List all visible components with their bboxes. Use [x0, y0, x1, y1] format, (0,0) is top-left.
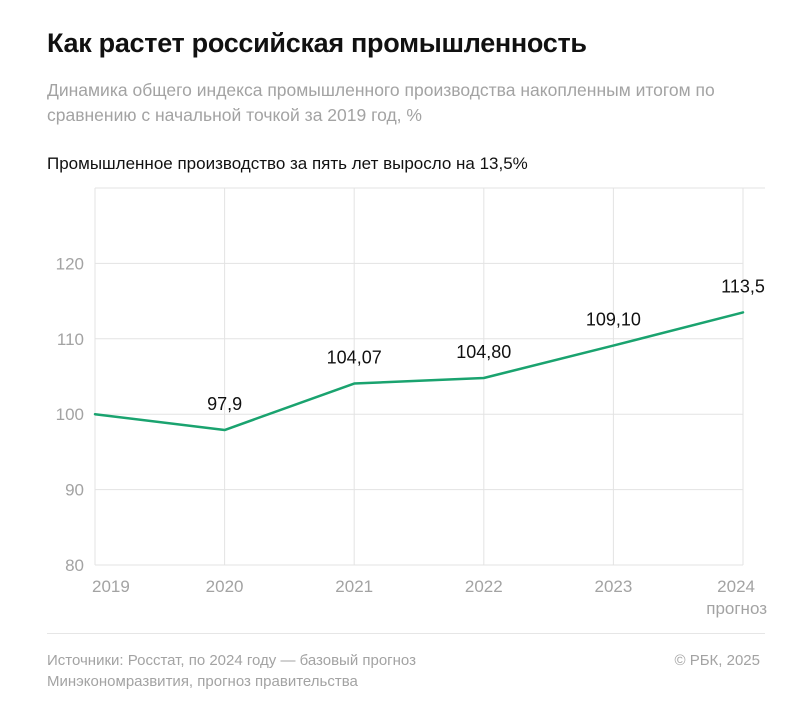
data-label: 104,80: [456, 342, 511, 362]
y-tick-label: 80: [65, 556, 84, 575]
x-tick-label: 2020: [206, 577, 244, 596]
source-line-1: Источники: Росстат, по 2024 году — базов…: [47, 652, 416, 669]
chart-headline: Промышленное производство за пять лет вы…: [47, 154, 528, 173]
source-note: Источники: Росстат, по 2024 году — базов…: [47, 650, 567, 692]
x-tick-label: 2019: [92, 577, 130, 596]
x-tick-label: 2023: [594, 577, 632, 596]
x-tick-sublabel: прогноз: [706, 599, 767, 618]
data-label: 97,9: [207, 394, 242, 414]
y-tick-label: 120: [56, 254, 84, 273]
footer-divider: [47, 633, 765, 634]
chart-title: Как растет российская промышленность: [47, 28, 587, 58]
x-tick-label: 2021: [335, 577, 373, 596]
copyright: © РБК, 2025: [674, 652, 760, 669]
y-tick-label: 90: [65, 481, 84, 500]
data-label: 109,10: [586, 310, 641, 330]
chart-subtitle: Динамика общего индекса промышленного пр…: [47, 80, 715, 125]
data-label: 104,07: [327, 348, 382, 368]
series-line: [93, 311, 745, 432]
x-tick-label: 2024: [717, 577, 755, 596]
source-line-2: Минэкономразвития, прогноз правительства: [47, 673, 358, 690]
y-tick-label: 100: [56, 405, 84, 424]
x-tick-label: 2022: [465, 577, 503, 596]
y-tick-label: 110: [57, 330, 84, 349]
data-label: 113,5: [721, 276, 765, 296]
